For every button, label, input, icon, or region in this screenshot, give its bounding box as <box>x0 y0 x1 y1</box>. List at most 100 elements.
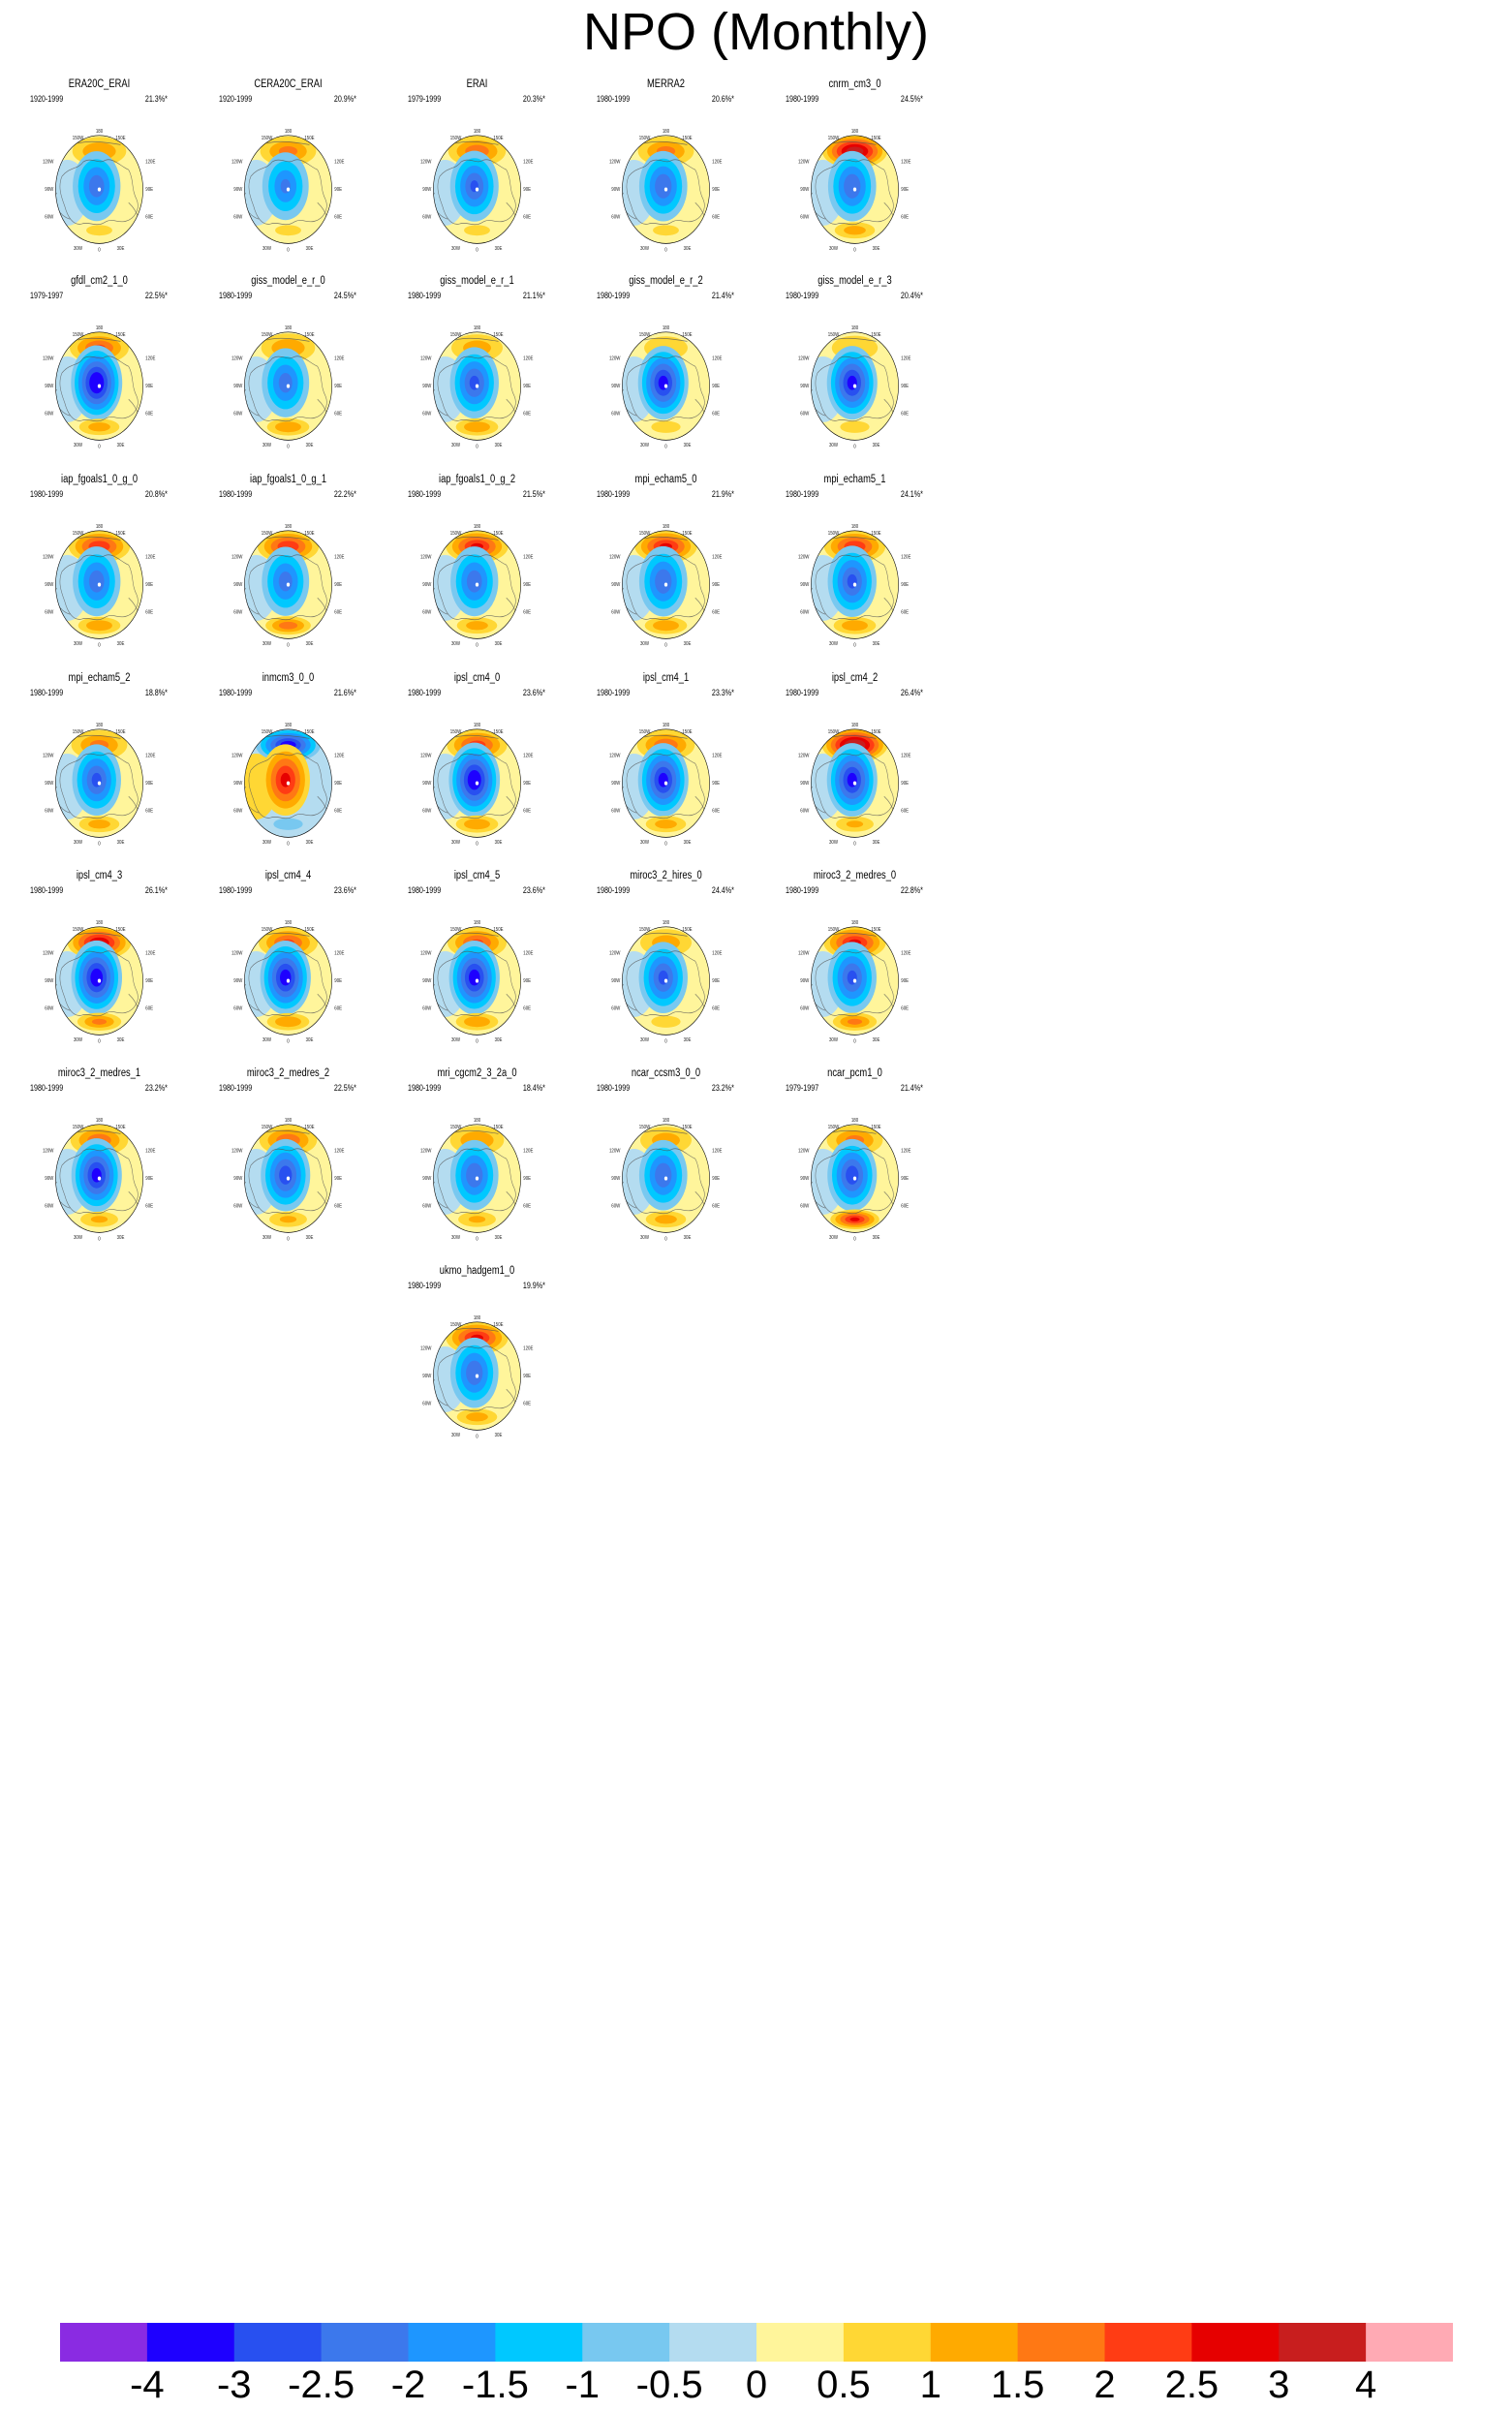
north-pole-marker <box>475 582 479 587</box>
panel-variance-percent: 23.6%* <box>522 688 545 698</box>
longitude-label: 150E <box>493 927 504 934</box>
longitude-label: 120E <box>523 753 534 759</box>
longitude-label: 30E <box>684 840 692 847</box>
longitude-label: 120E <box>523 1148 534 1155</box>
longitude-label: 120E <box>712 554 723 561</box>
longitude-label: 90E <box>523 1176 531 1183</box>
longitude-label: 180 <box>96 920 104 927</box>
north-pole-marker <box>475 781 479 786</box>
longitude-label: 150W <box>450 729 462 736</box>
map-boundary <box>55 1124 143 1233</box>
map-panel: MERRA2 1980-1999 20.6%* 180 150W 150E 120W 120E… <box>586 77 746 275</box>
panel-variance-percent: 26.1%* <box>144 885 168 896</box>
contour-field <box>811 135 899 244</box>
longitude-label: 30W <box>74 1235 82 1242</box>
coastline <box>815 355 894 422</box>
longitude-label: 120E <box>901 355 911 362</box>
coastline <box>437 1148 516 1215</box>
map-panel: ncar_pcm1_0 1979-1997 21.4%* 180 150W 150E 120… <box>775 1066 935 1264</box>
polar-map: 180 150W 150E 120W 120E 90W 90E 60W 60E 30W 30E 0 <box>798 920 911 1045</box>
colorbar-tick-label: 2.5 <box>1164 2364 1219 2406</box>
longitude-label: 60W <box>800 1203 809 1210</box>
longitude-label: 60E <box>523 1005 531 1012</box>
longitude-label: 60E <box>901 1005 909 1012</box>
longitude-label: 90E <box>523 384 531 390</box>
longitude-label: 90E <box>523 781 531 788</box>
coastline <box>59 554 139 621</box>
map-panel: miroc3_2_medres_0 1980-1999 22.8%* 180 150W 1… <box>775 869 935 1066</box>
longitude-label: 90W <box>800 1176 809 1183</box>
longitude-label: 180 <box>285 1118 293 1125</box>
longitude-label: 60W <box>800 411 809 417</box>
polar-map: 180 150W 150E 120W 120E 90W 90E 60W 60E 30W 30E 0 <box>231 325 345 450</box>
polar-map: 180 150W 150E 120W 120E 90W 90E 60W 60E 30W 30E 0 <box>231 524 345 649</box>
panel-period: 1980-1999 <box>30 489 64 500</box>
north-pole-marker <box>286 384 291 388</box>
north-pole-marker <box>97 978 102 983</box>
longitude-label: 30W <box>262 443 271 449</box>
contour-field <box>433 135 521 244</box>
longitude-label: 150W <box>262 332 273 339</box>
coastline <box>59 950 139 1017</box>
longitude-label: 60W <box>611 808 620 815</box>
polar-map: 180 150W 150E 120W 120E 90W 90E 60W 60E 30W 30E 0 <box>609 524 723 649</box>
map-boundary <box>811 926 899 1035</box>
longitude-label: 90E <box>523 1374 531 1380</box>
longitude-label: 150E <box>493 531 504 538</box>
longitude-label: 150E <box>304 531 315 538</box>
colorbar-tick-label: 3 <box>1268 2364 1290 2406</box>
colorbar <box>60 2323 1453 2362</box>
longitude-label: 90W <box>233 187 242 194</box>
longitude-label: 60E <box>334 1005 342 1012</box>
longitude-label: 0 <box>476 1434 478 1440</box>
south-anomaly <box>86 225 112 236</box>
longitude-label: 60E <box>334 214 342 221</box>
south-anomaly <box>840 420 870 433</box>
map-boundary <box>244 135 332 244</box>
longitude-label: 90E <box>523 978 531 985</box>
longitude-label: 180 <box>96 524 104 531</box>
longitude-label: 30E <box>684 641 692 648</box>
panel-title: mpi_echam5_1 <box>823 473 886 485</box>
longitude-label: 120W <box>420 1345 432 1352</box>
longitude-label: 150W <box>828 332 840 339</box>
coastline <box>59 1148 139 1215</box>
panel-period: 1979-1997 <box>30 291 64 301</box>
longitude-label: 120W <box>609 554 621 561</box>
longitude-label: 150W <box>828 729 840 736</box>
longitude-label: 150W <box>262 927 273 934</box>
polar-map: 180 150W 150E 120W 120E 90W 90E 60W 60E 30W 30E 0 <box>798 524 911 649</box>
longitude-label: 90E <box>334 582 342 589</box>
panel-variance-percent: 22.8%* <box>900 885 923 896</box>
longitude-label: 60E <box>523 1203 531 1210</box>
contour-field <box>55 728 143 838</box>
longitude-label: 120E <box>523 554 534 561</box>
longitude-label: 30E <box>873 1235 880 1242</box>
panel-period: 1980-1999 <box>408 1281 442 1291</box>
longitude-label: 90E <box>334 1176 342 1183</box>
longitude-label: 120W <box>43 950 54 957</box>
map-panel: iap_fgoals1_0_g_1 1980-1999 22.2%* 180 150W 1… <box>208 473 368 670</box>
panel-variance-percent: 18.4%* <box>522 1083 545 1094</box>
longitude-label: 180 <box>851 920 859 927</box>
south-anomaly <box>653 620 679 632</box>
longitude-label: 150W <box>639 531 651 538</box>
map-boundary <box>55 926 143 1035</box>
map-boundary <box>55 530 143 639</box>
longitude-label: 0 <box>664 444 667 450</box>
longitude-label: 90E <box>901 781 909 788</box>
longitude-label: 30E <box>873 443 880 449</box>
panel-variance-percent: 21.6%* <box>333 688 356 698</box>
map-panel: iap_fgoals1_0_g_2 1980-1999 21.5%* 180 150W 1… <box>397 473 557 670</box>
colorbar-tick-label: 0 <box>745 2364 768 2406</box>
panel-title: giss_model_e_r_1 <box>440 274 514 287</box>
longitude-label: 150W <box>73 531 84 538</box>
map-boundary <box>433 728 521 838</box>
longitude-label: 120W <box>609 159 621 166</box>
longitude-label: 150W <box>262 1125 273 1131</box>
south-anomaly <box>464 421 490 433</box>
longitude-label: 0 <box>853 841 856 848</box>
longitude-label: 30W <box>640 641 649 648</box>
panel-period: 1980-1999 <box>786 885 819 896</box>
longitude-label: 120W <box>231 355 243 362</box>
